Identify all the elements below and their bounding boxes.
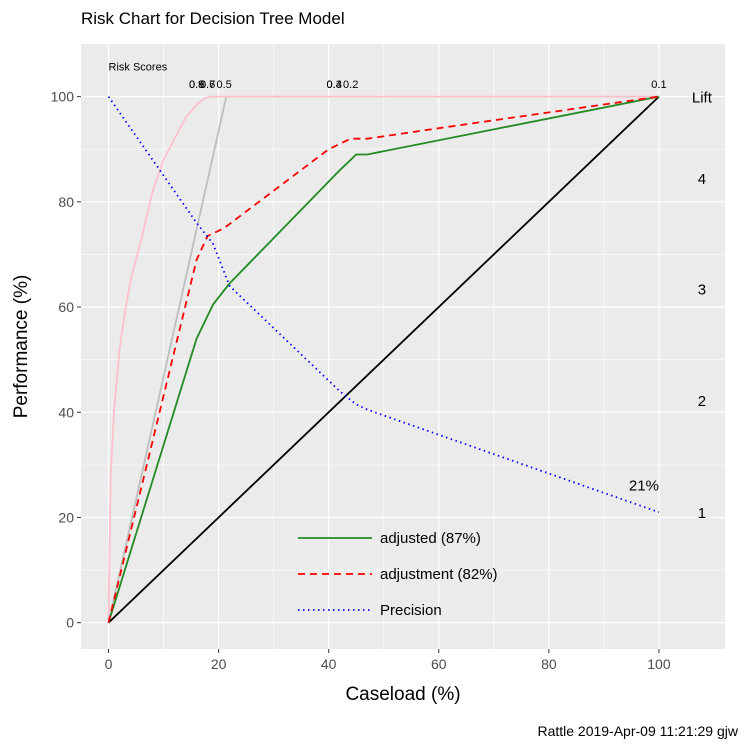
y-tick-label: 20	[58, 509, 74, 525]
reference-line-baseline	[107, 95, 660, 624]
y-axis-title: Performance (%)	[11, 275, 32, 419]
x-tick-label: 100	[647, 656, 671, 672]
legend-label-3: Precision	[380, 602, 442, 619]
x-axis-title: Caseload (%)	[345, 684, 460, 705]
lift-tick-label: 4	[698, 171, 706, 188]
y-tick-label: 100	[51, 89, 75, 105]
x-tick-label: 40	[321, 656, 337, 672]
risk-score-label: 0.5	[216, 79, 231, 91]
x-tick-label: 80	[541, 656, 557, 672]
caption: Rattle 2019-Apr-09 11:21:29 gjw	[537, 723, 738, 739]
precision-end-label: 21%	[629, 478, 659, 495]
series-lines	[107, 95, 660, 624]
lift-tick-label: 2	[698, 393, 706, 410]
y-tick-label: 40	[58, 404, 74, 420]
chart-title: Risk Chart for Decision Tree Model	[81, 9, 345, 28]
legend-label-2: adjustment (82%)	[380, 566, 498, 583]
risk-score-label: 0.8	[189, 79, 204, 91]
risk-scores-title: Risk Scores	[109, 61, 168, 73]
legend-label-1: adjusted (87%)	[380, 530, 481, 547]
series-line-2	[107, 95, 660, 623]
y-tick-label: 0	[66, 615, 74, 631]
lift-title: Lift	[692, 90, 713, 107]
axis-ticks: 0 20 40 60 80 100 0 20 40 60 80 100	[51, 89, 671, 672]
legend: adjusted (87%) adjustment (82%) Precision	[298, 530, 498, 619]
annotations: Risk Scores 0.90.80.70.6 0.5 0.40.3 0.2 0.1 Li…	[109, 61, 713, 522]
series-line-1	[107, 95, 660, 623]
x-tick-label: 0	[105, 656, 113, 672]
y-tick-label: 80	[58, 194, 74, 210]
y-tick-label: 60	[58, 299, 74, 315]
risk-score-label: 0.3	[327, 79, 342, 91]
plot-panel	[81, 44, 725, 649]
reference-line-optimal	[107, 96, 228, 623]
lift-tick-label: 1	[698, 505, 706, 522]
lift-tick-label: 3	[698, 282, 706, 299]
x-tick-label: 20	[211, 656, 227, 672]
x-tick-label: 60	[431, 656, 447, 672]
risk-score-label: 0.4	[327, 79, 342, 91]
risk-score-label: 0.6	[200, 79, 215, 91]
risk-score-label: 0.9	[189, 79, 204, 91]
risk-score-label: 0.1	[651, 79, 666, 91]
risk-score-label: 0.7	[200, 79, 215, 91]
reference-line-optimal-curve	[107, 95, 659, 623]
risk-score-label: 0.2	[343, 79, 358, 91]
